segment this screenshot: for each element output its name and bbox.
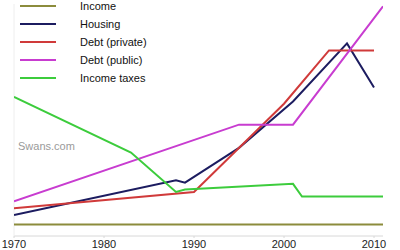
plot-area	[14, 6, 383, 224]
legend-swatch	[20, 77, 56, 79]
annotation: Swans.com	[18, 140, 75, 152]
x-tick-label: 2000	[272, 238, 296, 250]
legend-swatch	[20, 5, 56, 7]
series-line	[14, 97, 383, 197]
x-tick-label: 1990	[182, 238, 206, 250]
legend: Income Housing Debt (private) Debt (public)…	[20, 0, 147, 84]
legend-swatch	[20, 59, 56, 61]
x-tick-label: 2010	[362, 238, 386, 250]
series-line	[14, 223, 383, 225]
x-axis-line	[14, 236, 383, 237]
legend-label: Income taxes	[80, 72, 146, 84]
legend-label: Income	[80, 0, 116, 12]
legend-swatch	[20, 23, 56, 25]
legend-label: Debt (private)	[80, 36, 147, 48]
series-line	[14, 6, 383, 201]
x-tick-label: 1980	[92, 238, 116, 250]
legend-swatch	[20, 41, 56, 43]
legend-label: Housing	[80, 18, 120, 30]
x-tick-label: 1970	[2, 238, 26, 250]
legend-label: Debt (public)	[80, 54, 142, 66]
series-line	[14, 50, 374, 208]
chart: 1970 1980 1990 2000 2010 Swans.com Income Housi…	[0, 0, 400, 250]
